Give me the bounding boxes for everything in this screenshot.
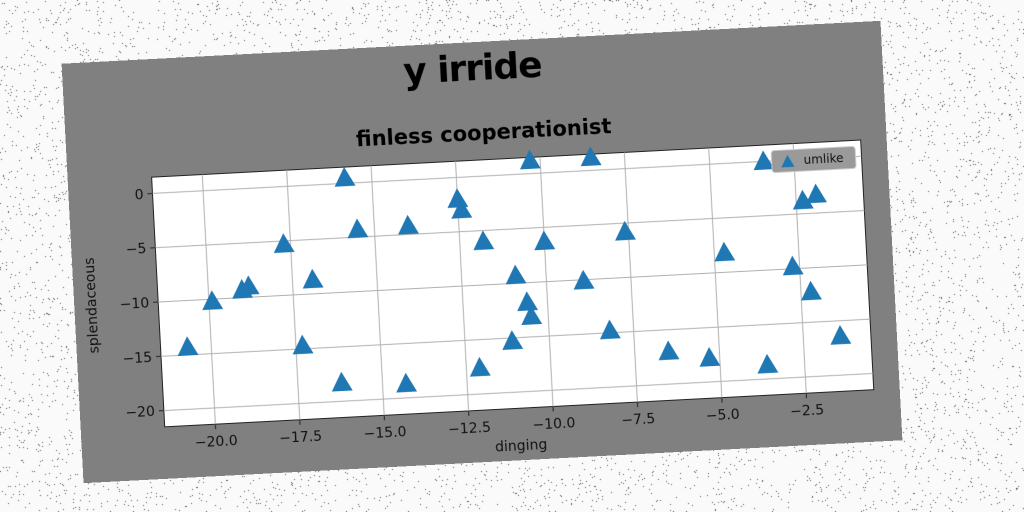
data-point-triangle <box>202 290 224 311</box>
data-point-triangle <box>534 230 556 251</box>
data-point-triangle <box>273 233 295 254</box>
x-tick-label: −10.0 <box>532 415 576 433</box>
chart-card: y irride finless cooperationist −20.0 −17… <box>61 20 903 484</box>
x-tick-label: −12.5 <box>448 420 492 438</box>
data-point-triangle <box>302 268 324 289</box>
data-point-triangle <box>753 150 775 171</box>
data-point-triangle <box>580 146 602 167</box>
y-tick-label: −10 <box>119 295 149 313</box>
data-point-triangle <box>469 356 491 377</box>
data-point-triangle <box>714 241 736 262</box>
y-tick-label: −20 <box>125 404 155 422</box>
x-tick-label: −7.5 <box>621 411 656 429</box>
x-tick-label: −5.0 <box>705 407 740 425</box>
data-point-triangle <box>599 319 621 340</box>
x-tick-label: −17.5 <box>279 429 323 447</box>
data-point-triangle <box>398 214 419 235</box>
x-tick-label: −15.0 <box>363 424 407 442</box>
data-point-triangle <box>757 353 779 374</box>
data-point-triangle <box>396 372 418 393</box>
chart-subtitle: finless cooperationist <box>355 114 612 151</box>
y-tick-label: −5 <box>125 241 146 258</box>
data-point-triangle <box>177 336 199 357</box>
data-point-triangle <box>502 330 524 350</box>
data-point-triangle <box>331 371 353 392</box>
x-axis-label: dinging <box>495 437 548 456</box>
data-points <box>177 146 852 393</box>
data-point-triangle <box>473 230 495 251</box>
data-point-triangle <box>238 275 260 296</box>
data-point-triangle <box>792 189 814 210</box>
y-grid-line <box>155 210 865 249</box>
y-ticks: 0 −5 −10 −15 −20 <box>119 187 164 422</box>
data-point-triangle <box>615 220 636 241</box>
scatter-chart: finless cooperationist −20.0 −17.5 −15.0 −1… <box>82 114 875 456</box>
legend-marker-triangle <box>781 154 795 168</box>
y-axis-label: splendaceous <box>82 257 103 354</box>
x-ticks: −20.0 −17.5 −15.0 −12.5 −10.0 −7.5 −5.0 −2.5 <box>194 393 825 451</box>
data-point-triangle <box>830 324 852 345</box>
data-point-triangle <box>699 347 721 367</box>
x-tick-label: −20.0 <box>194 433 238 451</box>
legend: umlike <box>770 145 857 174</box>
data-point-triangle <box>334 166 356 187</box>
y-grid-line <box>152 155 862 194</box>
data-point-triangle <box>451 198 473 219</box>
y-tick-label: 0 <box>134 187 144 203</box>
data-point-triangle <box>782 255 804 276</box>
data-point-triangle <box>517 291 539 312</box>
data-point-triangle <box>658 340 680 361</box>
data-point-triangle <box>292 334 314 355</box>
data-point-triangle <box>806 183 827 204</box>
data-point-triangle <box>519 149 541 170</box>
x-tick-label: −2.5 <box>790 402 825 420</box>
data-point-triangle <box>521 305 543 325</box>
data-point-triangle <box>801 280 822 301</box>
y-grid-line <box>163 372 873 412</box>
data-point-triangle <box>505 264 527 285</box>
legend-label: umlike <box>803 151 844 167</box>
data-point-triangle <box>347 218 369 239</box>
data-point-triangle <box>573 269 595 290</box>
y-tick-label: −15 <box>122 350 152 368</box>
